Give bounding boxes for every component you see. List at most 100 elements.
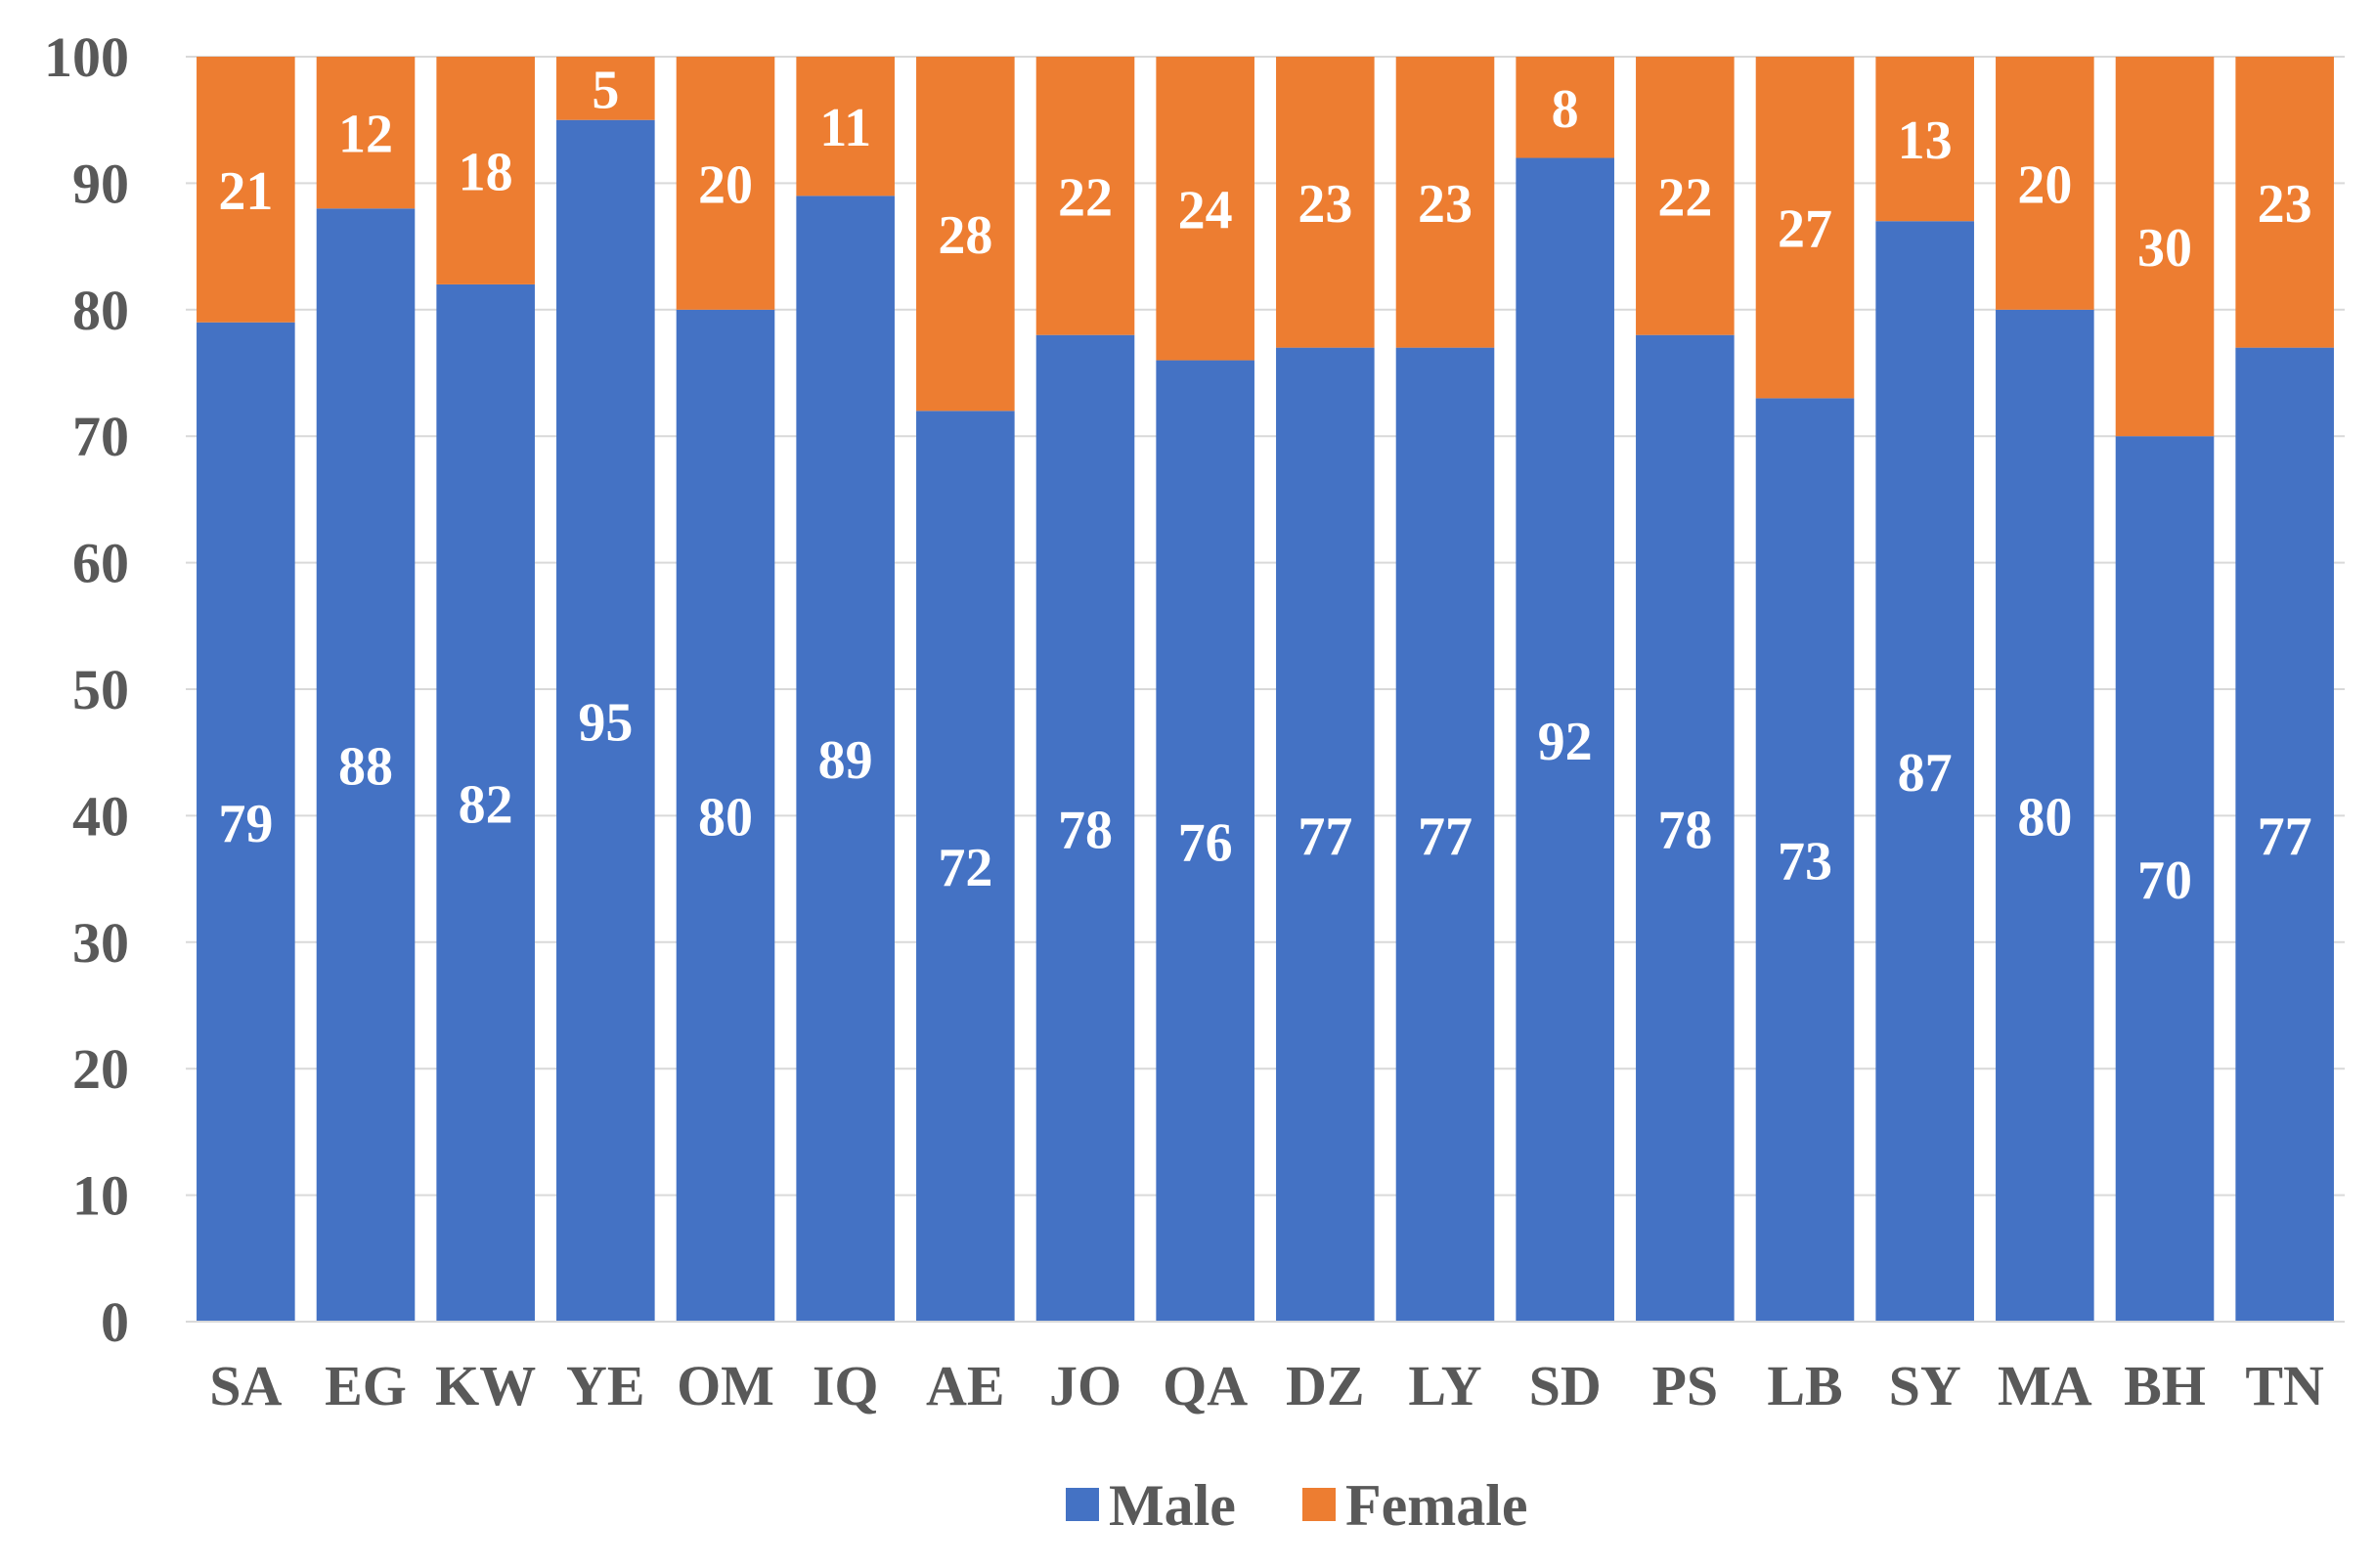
y-tick-label: 90 xyxy=(72,152,129,215)
data-label-male-jo: 78 xyxy=(1058,800,1113,860)
data-label-female-ma: 20 xyxy=(2017,154,2072,215)
bar-male-ps xyxy=(1636,334,1735,1322)
y-tick-label: 0 xyxy=(101,1290,129,1354)
data-label-male-sa: 79 xyxy=(218,794,273,854)
legend-swatch-female xyxy=(1302,1488,1336,1521)
y-tick-label: 70 xyxy=(72,405,129,468)
x-tick-label-ly: LY xyxy=(1408,1354,1481,1417)
data-label-female-ye: 5 xyxy=(592,60,619,120)
bar-female-qa xyxy=(1156,57,1254,361)
data-label-female-iq: 11 xyxy=(819,98,871,158)
bar-male-iq xyxy=(796,196,895,1323)
y-tick-label: 40 xyxy=(72,784,129,848)
data-label-female-dz: 23 xyxy=(1297,174,1352,235)
bar-male-jo xyxy=(1035,334,1135,1322)
bar-female-lb xyxy=(1755,57,1855,399)
x-axis: SA EG KW YE OM IQ AE JO QA DZ LY SD PS LB SY MA BH TN xyxy=(186,1321,2345,1417)
legend: Male Female xyxy=(1066,1473,1528,1538)
bar-male-dz xyxy=(1276,347,1375,1322)
x-tick-label-ae: AE xyxy=(926,1354,1005,1417)
x-tick-label-ma: MA xyxy=(1998,1354,2092,1417)
y-tick-label: 100 xyxy=(44,25,129,89)
data-labels: 79 21 88 12 82 18 95 5 80 20 89 11 72 28 78 22 76 24 77 23 7… xyxy=(218,60,2311,911)
bar-female-eg xyxy=(316,57,416,209)
data-label-female-tn: 23 xyxy=(2258,174,2312,235)
bar-male-ma xyxy=(1996,309,2094,1322)
x-tick-label-qa: QA xyxy=(1163,1354,1248,1417)
data-label-female-ly: 23 xyxy=(1418,174,1473,235)
data-label-male-sd: 92 xyxy=(1538,712,1593,772)
bar-female-ly xyxy=(1395,57,1495,348)
bar-male-tn xyxy=(2235,347,2334,1322)
bar-female-kw xyxy=(436,57,535,284)
data-label-female-lb: 27 xyxy=(1778,199,1832,260)
y-tick-label: 50 xyxy=(72,658,129,721)
x-tick-label-ye: YE xyxy=(566,1354,645,1417)
data-label-female-jo: 22 xyxy=(1058,167,1113,228)
bar-female-bh xyxy=(2115,57,2215,437)
x-tick-label-jo: JO xyxy=(1049,1354,1122,1417)
data-label-male-ly: 77 xyxy=(1418,806,1473,867)
data-label-male-bh: 70 xyxy=(2137,850,2192,911)
y-tick-label: 20 xyxy=(72,1037,129,1101)
bar-female-sa xyxy=(197,57,295,323)
data-label-male-eg: 88 xyxy=(338,737,393,798)
data-label-female-sa: 21 xyxy=(218,161,273,222)
data-label-female-eg: 12 xyxy=(338,105,393,165)
data-label-male-sy: 87 xyxy=(1898,743,1953,804)
bar-male-sd xyxy=(1516,157,1614,1322)
bar-female-ye xyxy=(556,57,655,120)
x-tick-label-dz: DZ xyxy=(1286,1354,1365,1417)
x-tick-label-lb: LB xyxy=(1767,1354,1842,1417)
x-tick-label-tn: TN xyxy=(2245,1354,2324,1417)
bar-female-om xyxy=(676,57,775,310)
data-label-male-ps: 78 xyxy=(1657,800,1712,860)
legend-swatch-male xyxy=(1066,1488,1099,1521)
bars xyxy=(197,57,2334,1323)
y-axis: 0 10 20 30 40 50 60 70 80 90 100 xyxy=(44,25,129,1354)
bar-female-sd xyxy=(1516,57,1614,158)
bar-female-tn xyxy=(2235,57,2334,348)
x-tick-label-sd: SD xyxy=(1529,1354,1602,1417)
x-tick-label-iq: IQ xyxy=(813,1354,879,1417)
data-label-female-sd: 8 xyxy=(1552,79,1579,140)
data-label-male-ae: 72 xyxy=(938,838,992,898)
bar-male-ye xyxy=(556,119,655,1323)
bar-male-eg xyxy=(316,208,416,1322)
bar-male-lb xyxy=(1755,398,1855,1322)
x-tick-label-kw: KW xyxy=(435,1354,536,1417)
bar-female-iq xyxy=(796,57,895,196)
data-label-female-kw: 18 xyxy=(459,142,513,202)
data-label-male-tn: 77 xyxy=(2258,806,2312,867)
bar-female-ma xyxy=(1996,57,2094,310)
data-label-male-ye: 95 xyxy=(578,692,633,753)
data-label-male-om: 80 xyxy=(698,787,753,848)
x-tick-label-eg: EG xyxy=(325,1354,407,1417)
bar-female-ae xyxy=(916,57,1015,412)
bar-female-ps xyxy=(1636,57,1735,335)
x-tick-label-bh: BH xyxy=(2124,1354,2206,1417)
bar-male-ae xyxy=(916,411,1015,1322)
bar-male-sy xyxy=(1875,221,1974,1323)
data-label-male-lb: 73 xyxy=(1778,832,1832,893)
x-tick-label-sy: SY xyxy=(1889,1354,1961,1417)
x-tick-label-ps: PS xyxy=(1651,1354,1718,1417)
bar-male-bh xyxy=(2115,436,2215,1322)
data-label-female-om: 20 xyxy=(698,154,753,215)
data-label-male-dz: 77 xyxy=(1297,806,1352,867)
data-label-male-qa: 76 xyxy=(1178,812,1233,873)
data-label-female-ae: 28 xyxy=(938,205,992,266)
bar-female-sy xyxy=(1875,57,1974,222)
data-label-female-ps: 22 xyxy=(1657,167,1712,228)
bar-male-sa xyxy=(197,322,295,1322)
bar-female-dz xyxy=(1276,57,1375,348)
data-label-male-iq: 89 xyxy=(818,730,873,791)
data-label-male-kw: 82 xyxy=(459,774,513,835)
bar-male-kw xyxy=(436,283,535,1322)
data-label-female-sy: 13 xyxy=(1898,110,1953,171)
y-tick-label: 80 xyxy=(72,279,129,342)
bar-male-ly xyxy=(1395,347,1495,1322)
data-label-female-qa: 24 xyxy=(1178,180,1233,240)
x-tick-label-om: OM xyxy=(677,1354,774,1417)
